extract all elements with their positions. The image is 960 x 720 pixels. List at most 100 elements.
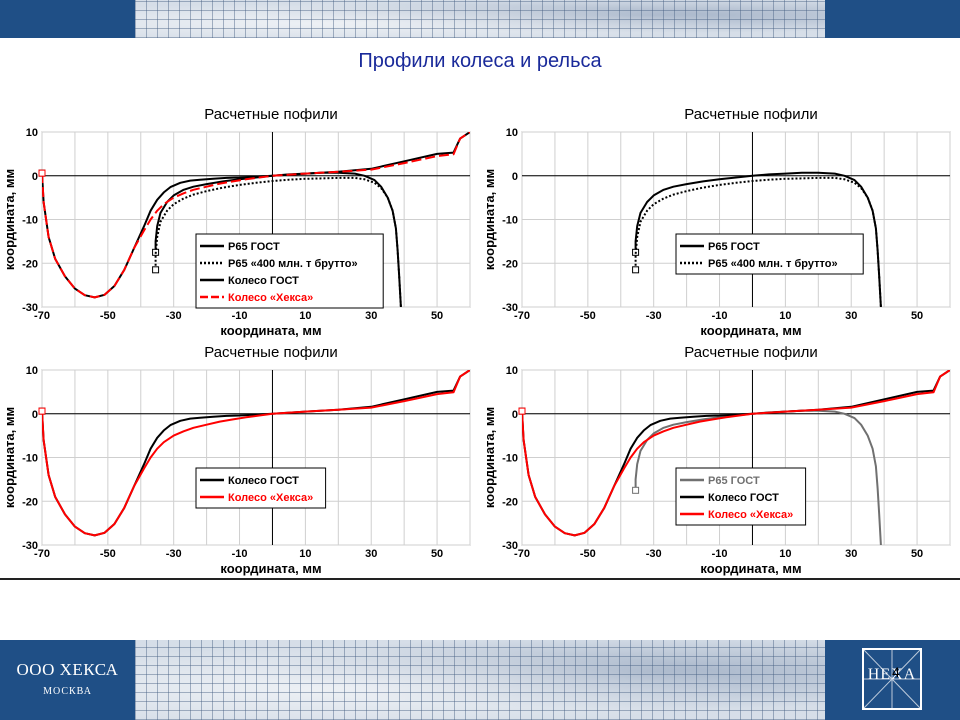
legend-label: Колесо «Хекса» [228, 292, 313, 304]
y-tick-label: 0 [512, 171, 518, 183]
x-tick-label: -30 [646, 310, 662, 322]
x-tick-label: -70 [34, 310, 50, 322]
y-axis-label: координата, мм [482, 169, 497, 270]
x-tick-label: -50 [100, 548, 116, 560]
company-city: МОСКВА [43, 686, 92, 697]
hexa-logo [862, 648, 922, 710]
x-tick-label: 30 [365, 310, 377, 322]
x-tick-label: -50 [580, 310, 596, 322]
x-tick-label: 50 [431, 548, 443, 560]
x-tick-label: -30 [646, 548, 662, 560]
legend-box [675, 233, 864, 275]
x-tick-label: 30 [365, 548, 377, 560]
x-tick-label: 30 [845, 310, 857, 322]
legend-label: Р65 «400 млн. т брутто» [228, 258, 358, 270]
y-tick-label: -10 [22, 215, 38, 227]
legend-label: Р65 «400 млн. т брутто» [708, 258, 838, 270]
x-tick-label: 10 [779, 548, 791, 560]
x-tick-label: -10 [712, 310, 728, 322]
y-tick-label: -30 [502, 302, 518, 314]
y-tick-label: -10 [502, 453, 518, 465]
x-tick-label: 50 [911, 548, 923, 560]
series-end-marker [38, 407, 46, 415]
chart-bottom-left: Расчетные пофили -70 -50 -30 -10 10 30 50 10 0 -10… [2, 344, 471, 576]
y-tick-label: 0 [32, 409, 38, 421]
chart-bottom-right: Расчетные пофили -70 -50 -30 -10 10 30 50 10 0 -10… [482, 344, 951, 576]
series-end-marker [518, 407, 526, 415]
y-axis-label: координата, мм [482, 407, 497, 508]
x-axis-label: координата, мм [220, 323, 321, 338]
series-line [634, 176, 882, 307]
legend-box [195, 467, 327, 509]
header-band [0, 0, 960, 38]
page-number: 4 [892, 664, 900, 680]
legend-label: Колесо ГОСТ [228, 475, 299, 487]
y-tick-label: -20 [502, 496, 518, 508]
y-tick-label: -30 [22, 302, 38, 314]
y-tick-label: -20 [22, 258, 38, 270]
chart-title: Расчетные пофили [684, 344, 818, 361]
x-axis-label: координата, мм [700, 323, 801, 338]
series-line [42, 370, 470, 537]
x-tick-label: -10 [232, 548, 248, 560]
bottom-rule [0, 578, 960, 580]
page-title: Профили колеса и рельса [358, 50, 602, 72]
x-tick-label: -70 [514, 548, 530, 560]
chart-title: Расчетные пофили [204, 106, 338, 123]
logo-text: HEXA [867, 666, 917, 683]
series-end-marker [152, 266, 160, 274]
legend-label: Р65 ГОСТ [708, 475, 760, 487]
footer-mesh-image [135, 640, 825, 720]
x-tick-label: 10 [299, 548, 311, 560]
x-tick-label: 30 [845, 548, 857, 560]
footer-band [0, 640, 960, 720]
y-tick-label: 0 [32, 171, 38, 183]
series-end-marker [632, 266, 640, 274]
y-tick-label: -10 [502, 215, 518, 227]
series-line [154, 176, 402, 307]
chart-top-left: Расчетные пофили -70 -50 -30 -10 10 30 50 10 0 -10… [2, 106, 471, 338]
x-tick-label: -10 [712, 548, 728, 560]
series-end-marker [38, 169, 46, 177]
x-tick-label: -50 [580, 548, 596, 560]
y-tick-label: 10 [26, 127, 38, 139]
series-end-marker [632, 486, 640, 494]
y-axis-label: координата, мм [2, 169, 17, 270]
chart-title: Расчетные пофили [684, 106, 818, 123]
x-tick-label: -30 [166, 310, 182, 322]
company-name: ООО ХЕКСА [16, 660, 119, 679]
x-tick-label: 50 [911, 310, 923, 322]
legend-label: Р65 ГОСТ [708, 241, 760, 253]
legend-label: Колесо ГОСТ [228, 275, 299, 287]
legend-box [195, 233, 384, 309]
x-axis-label: координата, мм [220, 561, 321, 576]
legend-label: Колесо «Хекса» [228, 492, 313, 504]
y-axis-label: координата, мм [2, 407, 17, 508]
legend-label: Р65 ГОСТ [228, 241, 280, 253]
y-tick-label: 10 [26, 365, 38, 377]
x-tick-label: -70 [514, 310, 530, 322]
legend-label: Колесо ГОСТ [708, 492, 779, 504]
x-axis-label: координата, мм [700, 561, 801, 576]
y-tick-label: 10 [506, 365, 518, 377]
x-tick-label: 10 [299, 310, 311, 322]
chart-top-right: Расчетные пофили -70 -50 -30 -10 10 30 50 10 0 -10… [482, 106, 951, 338]
chart-title: Расчетные пофили [204, 344, 338, 361]
y-tick-label: 0 [512, 409, 518, 421]
series-line [42, 132, 470, 299]
x-tick-label: -70 [34, 548, 50, 560]
x-tick-label: -10 [232, 310, 248, 322]
x-tick-label: 10 [779, 310, 791, 322]
y-tick-label: -20 [22, 496, 38, 508]
y-tick-label: -20 [502, 258, 518, 270]
x-tick-label: -30 [166, 548, 182, 560]
series-line [522, 370, 950, 537]
y-tick-label: 10 [506, 127, 518, 139]
x-tick-label: -50 [100, 310, 116, 322]
y-tick-label: -30 [22, 540, 38, 552]
legend-label: Колесо «Хекса» [708, 509, 793, 521]
header-mesh-image [135, 0, 825, 38]
x-tick-label: 50 [431, 310, 443, 322]
y-tick-label: -10 [22, 453, 38, 465]
y-tick-label: -30 [502, 540, 518, 552]
